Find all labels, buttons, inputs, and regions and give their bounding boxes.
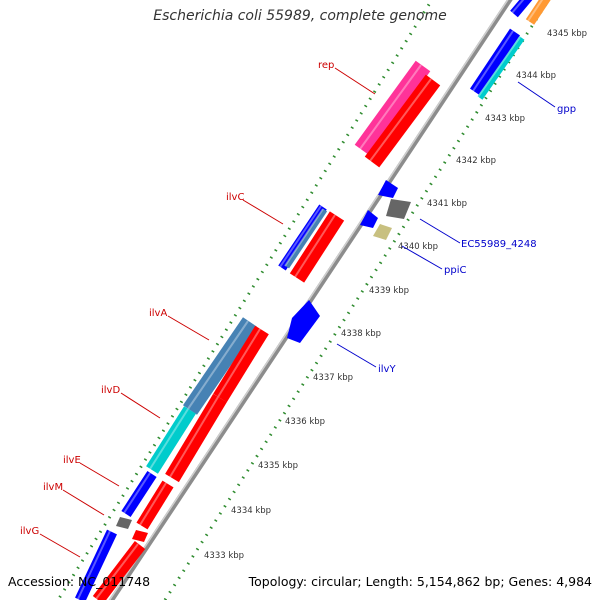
scale-label: 4336 kbp — [285, 417, 325, 427]
feature-layer — [75, 0, 551, 600]
gene-bar-ilvg — [75, 529, 117, 600]
genome-title: Escherichia coli 55989, complete genome — [153, 8, 447, 24]
gene-bar-rep — [354, 60, 431, 156]
gene-arrow-right-2 — [360, 210, 378, 228]
leader-line — [242, 199, 284, 225]
cds-bar-ilvg — [92, 541, 146, 600]
forward-gene-label: ilvA — [149, 308, 167, 319]
scale-label: 4335 kbp — [258, 461, 298, 471]
gene-block-ppic — [373, 224, 392, 240]
scale-label: 4342 kbp — [456, 156, 496, 166]
gene-block-ilvm — [116, 517, 132, 529]
cds-bar-rep — [364, 74, 441, 168]
forward-gene-label: rep — [318, 60, 334, 71]
cds-block-ilvm — [132, 530, 148, 542]
gene-bar-ilvd — [146, 406, 196, 474]
scale-layer: 4333 kbp 4334 kbp 4335 kbp 4336 kbp 4337 kbp… — [204, 29, 587, 561]
forward-gene-label: ilvD — [101, 385, 120, 396]
gene-arrow-right-1 — [378, 180, 398, 198]
scale-label: 4333 kbp — [204, 551, 244, 561]
gene-bar-ilve — [121, 471, 157, 517]
reverse-gene-label: gpp — [557, 104, 576, 115]
gene-bar-ilvc-inner — [284, 208, 328, 269]
gene-bar-top-blue — [510, 0, 533, 18]
forward-gene-label: ilvE — [63, 455, 81, 466]
reverse-gene-label: EC55989_4248 — [461, 239, 537, 250]
cds-bar-ilve — [136, 480, 174, 530]
leader-line — [120, 392, 161, 419]
gene-bar-ilvc — [278, 204, 327, 271]
scale-label: 4337 kbp — [313, 373, 353, 383]
scale-label: 4339 kbp — [369, 286, 409, 296]
scale-label: 4340 kbp — [398, 242, 438, 252]
leader-line — [334, 67, 376, 95]
gene-block-ec55989-4248 — [386, 199, 411, 219]
leader-line — [167, 315, 210, 341]
forward-gene-label: ilvG — [20, 526, 39, 537]
forward-gene-label: ilvM — [43, 482, 63, 493]
leader-line — [517, 81, 556, 108]
scale-label: 4345 kbp — [547, 29, 587, 39]
gene-bar-gpp-teal — [477, 36, 525, 100]
cds-bar-ilvc — [289, 211, 345, 283]
cds-bar-ilvd — [165, 393, 227, 483]
forward-gene-label: ilvC — [226, 192, 244, 203]
leader-line — [39, 533, 81, 558]
leader-line — [419, 218, 461, 244]
scale-label: 4334 kbp — [231, 506, 271, 516]
gene-bar-top-orange — [525, 0, 551, 25]
inner-tick-track — [163, 0, 551, 600]
accession-text: Accession: NC_011748 — [8, 574, 151, 589]
leader-line — [62, 489, 105, 516]
outer-tick-track — [56, 0, 434, 600]
genome-summary-text: Topology: circular; Length: 5,154,862 bp… — [248, 574, 592, 589]
leader-line — [79, 462, 120, 487]
gene-bar-gpp — [470, 28, 520, 96]
leader-line — [336, 343, 377, 368]
scale-label: 4341 kbp — [427, 199, 467, 209]
gene-arrow-ilvy — [287, 300, 320, 343]
scale-label: 4344 kbp — [516, 71, 556, 81]
gene-bar-ilva — [182, 317, 258, 415]
leader-line — [401, 245, 443, 270]
reverse-gene-label: ppiC — [444, 265, 466, 276]
label-layer: rep ilvC ilvA ilvD ilvE ilvM ilvG gpp EC55989_42… — [20, 60, 576, 558]
reverse-gene-label: ilvY — [378, 364, 396, 375]
cds-bar-ilva — [213, 325, 269, 403]
scale-label: 4338 kbp — [341, 329, 381, 339]
scale-label: 4343 kbp — [485, 114, 525, 124]
